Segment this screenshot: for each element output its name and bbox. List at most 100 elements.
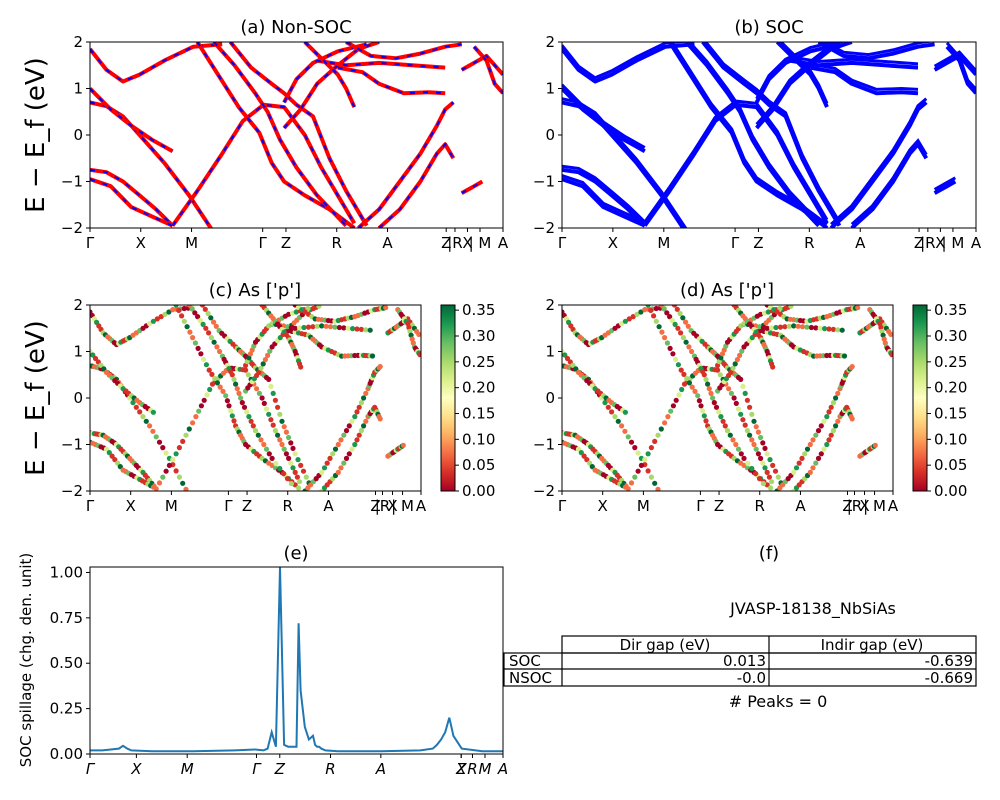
panel-e-xtick-label: Γ (252, 760, 262, 778)
panel-b-ytick-label: −1 (533, 173, 555, 191)
panel-c-point (233, 381, 239, 387)
colorbar-c-tick-label: 0.10 (462, 430, 495, 448)
panel-d-point (738, 451, 744, 457)
panel-d-point (703, 418, 709, 424)
panel-c-point (147, 423, 153, 429)
panel-d-point (753, 424, 759, 430)
band-blue-dash-2 (90, 168, 174, 227)
panel-d-point (683, 319, 689, 325)
panel-c-point (150, 428, 156, 434)
panel-d-point (818, 451, 824, 457)
panel-c-point (336, 324, 342, 331)
panel-d-point (727, 432, 733, 438)
panel-c-point (279, 441, 285, 448)
table-subtitle: JVASP-18138_NbSiAs (729, 599, 896, 619)
panel-c-ytick-label: 2 (73, 296, 83, 314)
panel-e-xtick-label: Z (274, 760, 286, 778)
colorbar-d-tick-label: 0.05 (934, 456, 967, 474)
panel-d-point (615, 418, 621, 424)
panel-c-point (103, 446, 110, 452)
panel-d-point (791, 469, 797, 475)
panel-c-point (363, 418, 369, 424)
panel-d-point (775, 474, 781, 480)
panel-d-point (656, 324, 662, 330)
panel-d-point (689, 384, 695, 390)
panel-d-ytick-label: −2 (533, 482, 555, 500)
panel-c-point (297, 479, 303, 485)
panel-c-point (324, 460, 330, 466)
panel-d-point (804, 324, 810, 330)
band-blue-dash-8 (229, 42, 368, 227)
panel-c-point (239, 400, 245, 406)
panel-c-point (295, 457, 301, 463)
band-blue-dash-12 (316, 59, 446, 69)
panel-d-point (628, 439, 635, 445)
band-soc-5 (643, 102, 829, 227)
panel-c-point (166, 309, 172, 315)
panel-c-point (284, 324, 291, 330)
panel-c-point (156, 480, 163, 486)
panel-e-xtick-label: R (467, 760, 477, 778)
panel-d-point (562, 352, 568, 358)
panel-b-xtick-label: A (971, 234, 982, 252)
panel-c-point (186, 426, 192, 432)
panel-c-point (205, 310, 211, 317)
panel-d-point (708, 390, 714, 396)
panel-d-point (622, 409, 629, 415)
table-cell-nsoc-indir: -0.669 (925, 669, 973, 687)
panel-d-point (764, 325, 770, 331)
band-soc-split-12 (789, 55, 919, 66)
panel-c-point (236, 390, 242, 396)
panel-c-point (217, 384, 223, 390)
panel-b-xtick-label: | M (942, 234, 965, 252)
panel-d-point (622, 428, 628, 434)
panel-d-point (755, 451, 762, 457)
panel-d-point (835, 390, 841, 396)
panel-d-point (733, 400, 739, 406)
panel-a-xtick-label: R (332, 234, 342, 252)
panel-d-point (808, 324, 815, 331)
panel-c-xtick-label: X (126, 497, 136, 515)
band-blue-dash-1 (90, 101, 212, 228)
panel-c-point (195, 345, 201, 351)
panel-c-point (259, 395, 265, 401)
panel-c-point (319, 323, 325, 329)
panel-a-xtick-label: A (382, 234, 393, 252)
panel-d-point (758, 455, 764, 461)
panel-c-point (183, 432, 189, 438)
panel-d-point (701, 413, 707, 419)
panel-d-point (630, 314, 636, 320)
panel-d-point (686, 380, 693, 386)
panel-d-point (662, 335, 668, 341)
panel-a-frame (89, 41, 504, 229)
panel-e-xtick-label: X (455, 760, 467, 778)
panel-c-point (160, 445, 166, 451)
table-footer: # Peaks = 0 (729, 692, 828, 711)
band-blue-dash-18 (473, 46, 503, 94)
panel-c-point (305, 305, 311, 312)
band-soc-13 (817, 42, 935, 61)
panel-c-point (250, 423, 256, 429)
panel-d-point (622, 318, 629, 324)
panel-d-point (807, 441, 813, 448)
panel-b-xtick-label: M (657, 234, 670, 252)
panel-c-point (195, 314, 201, 320)
panel-c-point (229, 372, 235, 378)
table-col-header-dir: Dir gap (eV) (620, 636, 711, 654)
panel-d-point (755, 429, 762, 435)
panel-c-point (156, 439, 163, 445)
panel-c-point (207, 386, 213, 393)
panel-d-point (747, 404, 753, 410)
panel-d-point (716, 359, 722, 365)
panel-d-point (726, 386, 732, 392)
panel-a-xtick-label: | M (469, 234, 492, 252)
panel-c-point (229, 413, 235, 419)
panel-d-point (675, 362, 682, 368)
panel-d-point (818, 423, 824, 429)
colorbar-d-tick-label: 0.20 (934, 379, 967, 397)
panel-d-point (758, 311, 764, 317)
panel-c-point (173, 451, 179, 457)
panel-c-point (206, 330, 212, 336)
table-row-label-soc: SOC (509, 652, 541, 670)
panel-c-xtick-label: R (283, 497, 293, 515)
